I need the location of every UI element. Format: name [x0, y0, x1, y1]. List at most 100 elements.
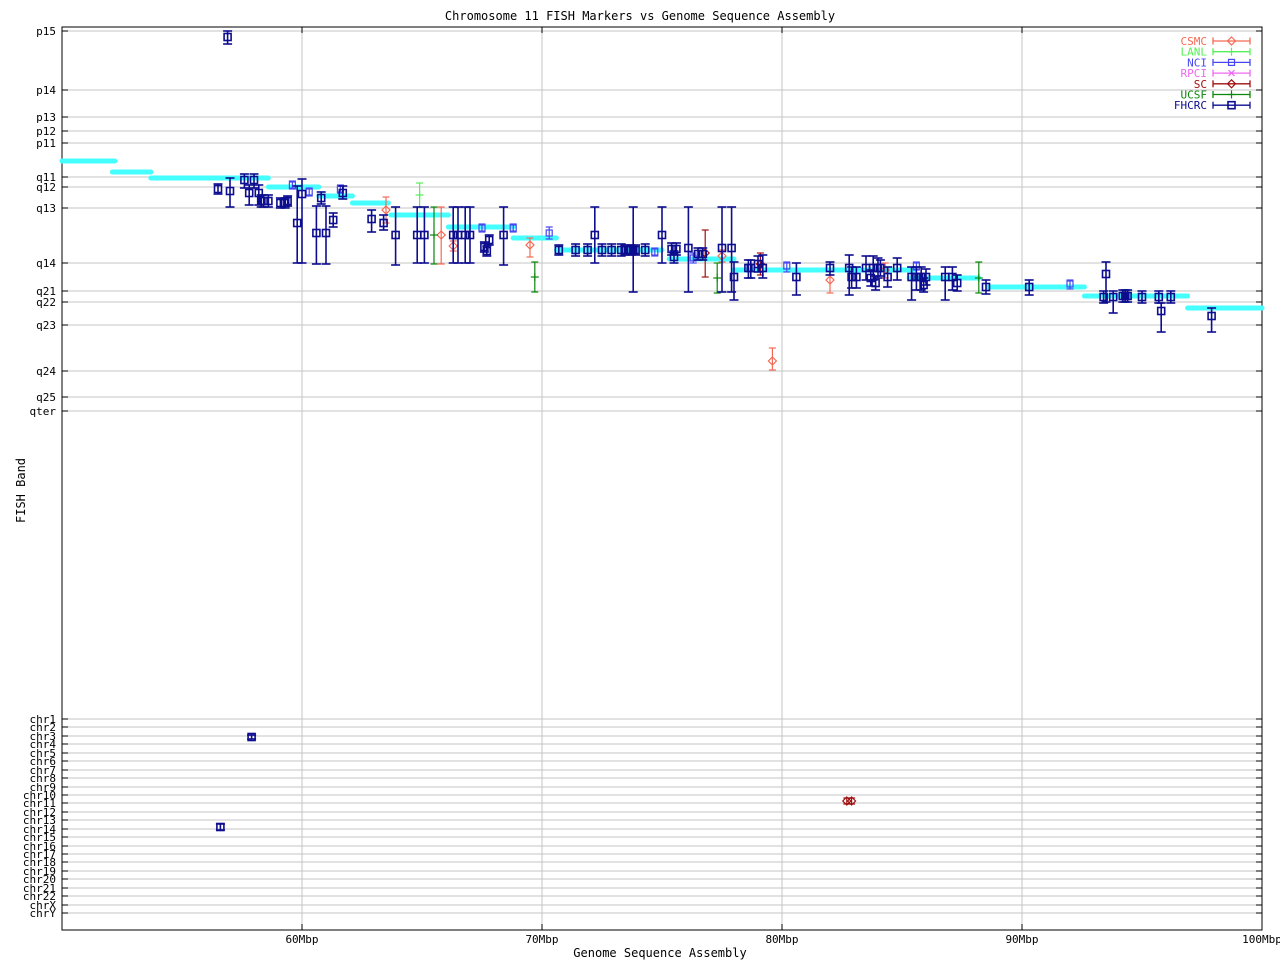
y-tick-label: chr17 — [23, 848, 56, 861]
marker-square — [717, 243, 727, 253]
marker-square — [651, 248, 659, 256]
marker-square — [1066, 280, 1074, 288]
marker-diamond — [825, 275, 835, 285]
y-tick-label: chr8 — [30, 772, 57, 785]
x-tick-label: 70Mbp — [525, 933, 558, 946]
y-tick-label: chr16 — [23, 840, 56, 853]
marker-square — [379, 218, 388, 228]
marker-square — [672, 244, 681, 254]
marker-square — [321, 228, 331, 238]
marker-square — [669, 252, 679, 262]
y-tick-label: chr5 — [30, 747, 57, 760]
marker-square — [583, 245, 592, 255]
marker-square — [254, 188, 264, 198]
y-tick-label: chr22 — [23, 890, 56, 903]
y-tick-label: chr4 — [30, 738, 57, 751]
marker-square — [607, 245, 616, 255]
marker-square — [216, 822, 225, 832]
marker-square — [597, 245, 607, 255]
y-tick-label: chr11 — [23, 797, 56, 810]
marker-square — [948, 272, 957, 282]
y-tick-label: chr3 — [30, 730, 57, 743]
marker-square — [952, 278, 962, 288]
marker-square — [640, 245, 650, 255]
y-tick-label: chr19 — [23, 865, 56, 878]
marker-square — [825, 263, 835, 273]
marker-square — [478, 224, 486, 232]
y-tick-label: chr15 — [23, 831, 56, 844]
marker-square — [916, 272, 926, 282]
marker-square — [729, 272, 739, 282]
marker-square — [792, 272, 801, 282]
plot-border — [61, 26, 1263, 931]
marker-diamond — [525, 240, 535, 250]
legend-label-lanl: LANL — [1181, 46, 1208, 59]
x-tick-label: 100Mbp — [1242, 933, 1280, 946]
legend-label-csmc: CSMC — [1181, 35, 1208, 48]
x-tick-label: 60Mbp — [285, 933, 318, 946]
marker-square — [693, 249, 703, 259]
x-tick-label: 90Mbp — [1005, 933, 1038, 946]
marker-square — [883, 272, 892, 282]
marker-square — [297, 189, 307, 199]
marker-diamond — [767, 356, 778, 366]
x-axis-label: Genome Sequence Assembly — [573, 946, 747, 960]
marker-square — [288, 181, 296, 189]
marker-square — [1227, 100, 1236, 110]
marker-square — [465, 230, 475, 240]
marker-square — [912, 272, 921, 282]
marker-square — [876, 263, 885, 273]
y-tick-label: chr10 — [23, 789, 56, 802]
y-tick-label: chr7 — [30, 764, 57, 777]
marker-square — [758, 263, 768, 273]
marker-square — [1166, 292, 1176, 302]
marker-square — [907, 272, 916, 282]
marker-square — [1207, 311, 1216, 321]
legend-label-nci: NCI — [1187, 56, 1207, 69]
marker-diamond — [1226, 78, 1237, 89]
y-tick-label: q13 — [36, 202, 56, 215]
y-tick-label: chr18 — [23, 856, 56, 869]
marker-square — [1137, 292, 1147, 302]
marker-square — [852, 272, 861, 282]
legend-label-ucsf: UCSF — [1181, 89, 1208, 102]
marker-square — [225, 186, 235, 196]
marker-square — [1154, 292, 1164, 302]
y-tick-label: chr13 — [23, 814, 56, 827]
y-tick-label: p11 — [36, 137, 56, 150]
y-tick-label: q24 — [36, 365, 56, 378]
marker-square — [626, 245, 636, 255]
y-tick-label: p12 — [36, 125, 56, 138]
marker-diamond — [846, 796, 857, 806]
marker-square — [1024, 282, 1034, 292]
marker-square — [783, 262, 791, 270]
legend-label-rpci: RPCI — [1181, 67, 1208, 80]
y-tick-label: qter — [30, 405, 57, 418]
marker-square — [259, 196, 268, 206]
y-tick-label: q21 — [36, 285, 56, 298]
marker-square — [264, 196, 273, 206]
marker-diamond — [1226, 36, 1237, 46]
marker-square — [283, 196, 292, 206]
y-tick-label: q12 — [36, 181, 56, 194]
marker-square — [249, 175, 259, 185]
marker-square — [1099, 292, 1108, 302]
marker-square — [499, 230, 508, 240]
marker-cross — [1228, 69, 1235, 77]
marker-square — [871, 278, 880, 288]
y-tick-label: chr20 — [23, 873, 56, 886]
marker-square — [921, 272, 931, 282]
y-tick-label: p15 — [36, 25, 56, 38]
marker-diamond — [381, 205, 391, 215]
marker-square — [631, 245, 640, 255]
marker-square — [244, 188, 254, 198]
legend-label-fhcrc: FHCRC — [1174, 99, 1207, 112]
marker-square — [1156, 306, 1166, 316]
marker-square — [247, 732, 256, 742]
marker-square — [328, 215, 338, 225]
legend-label-sc: SC — [1194, 78, 1207, 91]
marker-square — [981, 282, 991, 292]
marker-square — [616, 245, 626, 255]
